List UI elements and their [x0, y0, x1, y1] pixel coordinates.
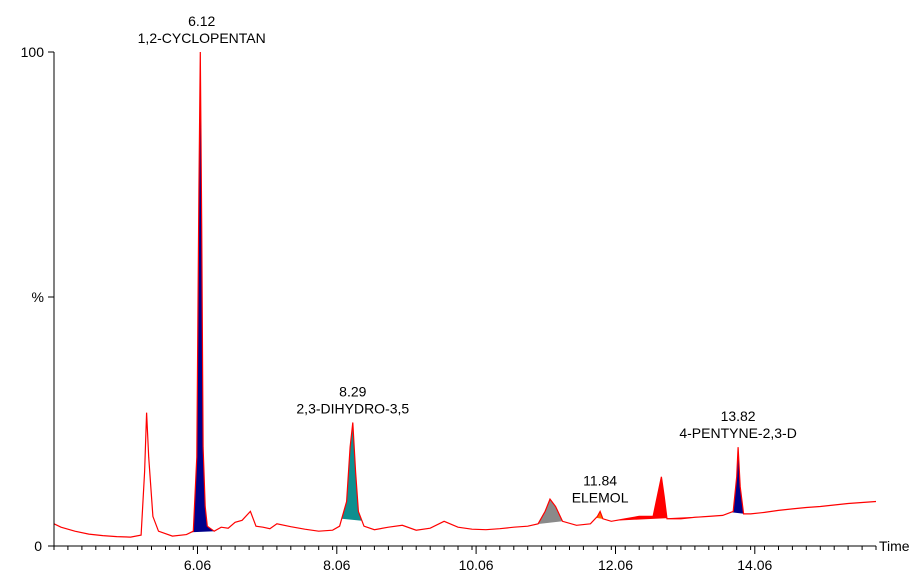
y-axis-ticks: 0 % 100: [21, 44, 54, 554]
peak-area-fill: [536, 499, 563, 525]
peak-compound-name: 1,2-CYCLOPENTAN: [138, 30, 266, 46]
y-tick-label: 0: [34, 538, 42, 554]
peak-area-fill: [614, 476, 720, 521]
x-tick-label: 8.06: [323, 557, 350, 573]
peak-compound-name: 2,3-DIHYDRO-3,5: [296, 401, 409, 417]
peak-compound-name: ELEMOL: [572, 489, 629, 505]
x-axis-label: Time: [879, 538, 910, 554]
peak-fills: [191, 52, 745, 533]
peak-compound-name: 4-PENTYNE-2,3-D: [679, 425, 796, 441]
peak-retention-time: 13.82: [721, 408, 756, 424]
peak-annotations: 6.121,2-CYCLOPENTAN 8.292,3-DIHYDRO-3,5 11…: [138, 13, 797, 505]
x-minor-ticks: [53, 546, 877, 550]
x-tick-label: 10.06: [459, 557, 494, 573]
x-tick-labels: 6.06 8.06 10.06 12.06 14.06: [184, 546, 773, 573]
y-tick-label: 100: [21, 44, 45, 60]
peak-retention-time: 11.84: [583, 472, 617, 488]
y-axis-label: %: [32, 289, 44, 305]
peak-area-fill: [731, 447, 745, 514]
x-tick-label: 14.06: [737, 557, 772, 573]
x-tick-label: 6.06: [184, 557, 211, 573]
chromatogram-trace: [53, 51, 877, 538]
peak-retention-time: 8.29: [339, 384, 366, 400]
peak-retention-time: 6.12: [188, 13, 215, 29]
x-tick-label: 12.06: [598, 557, 633, 573]
